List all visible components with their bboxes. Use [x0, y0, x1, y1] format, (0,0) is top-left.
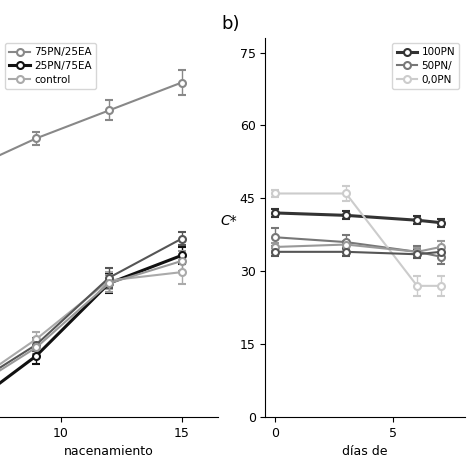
Legend: 75PN/25EA, 25PN/75EA, control: 75PN/25EA, 25PN/75EA, control: [5, 43, 96, 89]
X-axis label: días de: días de: [342, 446, 388, 458]
Y-axis label: C*: C*: [220, 213, 237, 228]
Text: b): b): [222, 15, 240, 33]
X-axis label: nacenamiento: nacenamiento: [64, 446, 154, 458]
Legend: 100PN, 50PN/, 0,0PN: 100PN, 50PN/, 0,0PN: [392, 43, 459, 89]
